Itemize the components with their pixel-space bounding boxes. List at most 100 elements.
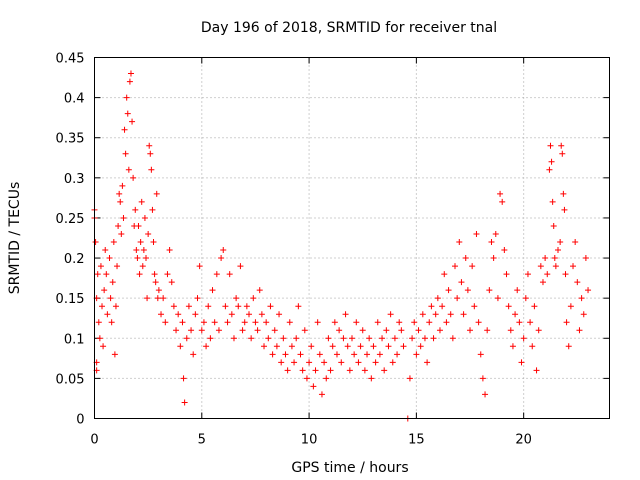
data-point: [96, 335, 103, 342]
data-point: [351, 351, 358, 358]
data-point: [527, 319, 534, 326]
data-point: [288, 343, 295, 350]
data-point: [97, 263, 104, 270]
data-point: [454, 295, 461, 302]
data-point: [134, 255, 141, 262]
data-point: [269, 351, 276, 358]
data-point: [560, 190, 567, 197]
data-point: [570, 263, 577, 270]
data-point: [383, 327, 390, 334]
data-point: [432, 311, 439, 318]
data-point: [512, 311, 519, 318]
axis-ticks: 0 0.05 0.1 0.15 0.2 0.25 0.3 0.35 0.4 0.45 0 5 10 15 2…: [56, 52, 610, 448]
data-point: [158, 311, 165, 318]
data-point: [215, 327, 222, 334]
data-point: [137, 239, 144, 246]
data-point: [318, 391, 325, 398]
data-point: [122, 150, 129, 157]
data-point: [284, 367, 291, 374]
data-point: [565, 343, 572, 350]
data-point: [147, 150, 154, 157]
data-point: [108, 319, 115, 326]
data-point: [261, 343, 268, 350]
data-point: [114, 263, 121, 270]
data-point: [314, 319, 321, 326]
data-point: [138, 198, 145, 205]
data-point: [110, 239, 117, 246]
data-point: [299, 367, 306, 374]
data-point: [164, 271, 171, 278]
data-point: [409, 335, 416, 342]
data-point: [342, 311, 349, 318]
data-point: [578, 295, 585, 302]
data-point: [181, 399, 188, 406]
data-point: [152, 279, 159, 286]
data-point: [580, 311, 587, 318]
data-point: [153, 190, 160, 197]
data-point: [516, 319, 523, 326]
data-point: [439, 303, 446, 310]
data-point: [417, 343, 424, 350]
data-point: [467, 327, 474, 334]
data-point: [254, 327, 261, 334]
data-point: [143, 255, 149, 262]
data-point: [524, 271, 531, 278]
y-tick-label: 0.05: [56, 372, 85, 387]
data-point: [387, 311, 394, 318]
data-point: [123, 94, 130, 101]
y-axis-label: SRMTID / TECUs: [7, 182, 23, 295]
data-point: [514, 287, 521, 294]
data-point: [555, 247, 561, 254]
data-point: [125, 166, 132, 173]
data-point: [396, 319, 403, 326]
data-point: [243, 303, 250, 310]
data-point: [376, 351, 383, 358]
data-point: [228, 311, 235, 318]
data-point: [544, 271, 551, 278]
data-point: [241, 319, 248, 326]
data-point: [120, 214, 127, 221]
data-point: [226, 271, 233, 278]
data-point: [349, 335, 355, 342]
data-point: [436, 327, 443, 334]
data-point: [130, 174, 137, 181]
data-point: [209, 287, 216, 294]
data-point: [312, 367, 319, 374]
grid: [94, 57, 610, 419]
data-point: [546, 166, 553, 173]
data-point: [297, 351, 304, 358]
data-point: [295, 303, 302, 310]
data-point: [533, 367, 540, 374]
data-point: [258, 311, 265, 318]
data-point: [471, 303, 478, 310]
data-point: [469, 263, 476, 270]
data-point: [338, 359, 345, 366]
data-point: [499, 198, 506, 205]
y-tick-label: 0: [76, 413, 84, 428]
data-point: [205, 303, 212, 310]
data-point: [424, 359, 431, 366]
data-point: [145, 230, 152, 237]
data-point: [400, 343, 407, 350]
data-point: [340, 335, 347, 342]
data-point: [452, 263, 458, 270]
data-point: [177, 343, 184, 350]
data-point: [368, 375, 375, 382]
data-point: [224, 319, 231, 326]
data-point: [293, 335, 300, 342]
data-point: [460, 311, 467, 318]
data-point: [190, 351, 197, 358]
data-point: [539, 279, 546, 286]
data-point: [563, 319, 570, 326]
data-point: [207, 335, 214, 342]
data-point: [507, 327, 514, 334]
data-point: [488, 239, 495, 246]
data-point: [117, 198, 124, 205]
data-point: [576, 327, 583, 334]
data-point: [170, 303, 177, 310]
data-point: [492, 230, 499, 237]
data-point: [301, 327, 308, 334]
data-point: [522, 295, 529, 302]
data-point: [421, 335, 428, 342]
data-point: [115, 222, 122, 229]
